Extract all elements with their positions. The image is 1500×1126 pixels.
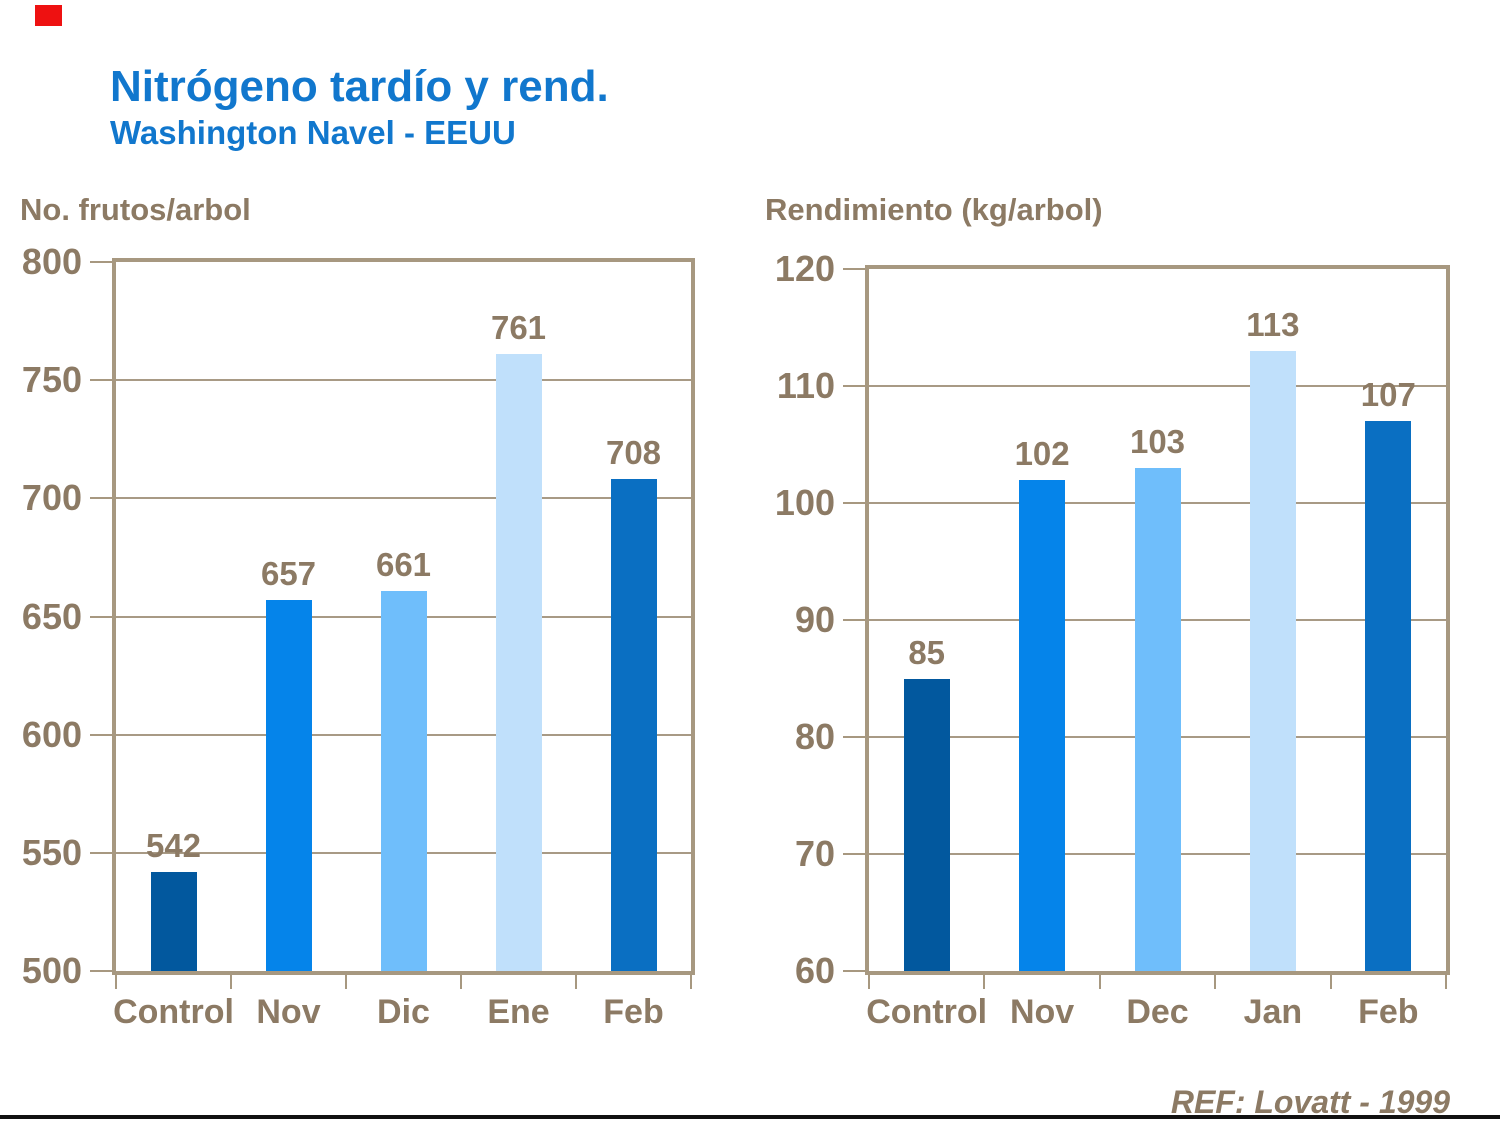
x-axis-label: Control [113, 993, 234, 1031]
y-axis-tick [90, 261, 114, 263]
gridline [869, 385, 1446, 387]
x-axis-tick [1098, 971, 1101, 989]
x-axis-tick [575, 971, 577, 989]
gridline [116, 497, 691, 500]
right-chart-axis-title: Rendimiento (kg/arbol) [765, 192, 1103, 227]
y-axis-label: 750 [21, 359, 82, 401]
bar [1134, 467, 1181, 971]
y-axis-tick [90, 733, 114, 736]
x-axis-tick [1329, 971, 1332, 989]
gridline [116, 379, 691, 382]
bar-value-label: 761 [490, 309, 547, 347]
y-axis-label: 80 [794, 716, 835, 757]
x-axis-tick [983, 971, 986, 989]
bar [1249, 350, 1296, 971]
y-axis-tick [843, 619, 867, 621]
y-axis-tick [843, 970, 867, 972]
y-axis-label: 110 [776, 365, 835, 406]
bar-value-label: 542 [145, 826, 202, 864]
bar [495, 354, 542, 971]
slide-subtitle: Washington Navel - EEUU [110, 114, 516, 151]
y-axis-label: 70 [794, 833, 835, 874]
y-axis-tick [90, 970, 114, 972]
y-axis-tick [90, 497, 114, 500]
fruit-count-plot-area: 500 550 600 650 700 750 800 542 Control 657 Nov 661… [22, 244, 695, 1029]
y-axis-tick [843, 268, 867, 270]
y-axis-label: 550 [21, 831, 82, 873]
bar [265, 599, 312, 971]
y-axis-tick [90, 851, 114, 854]
x-axis-label: Dec [1126, 993, 1189, 1031]
yield-plot-area: 60 70 80 90 100 110 120 85 Control 102 Nov 103 Dec 11… [775, 251, 1450, 1029]
x-axis-tick [345, 971, 347, 989]
bar [610, 479, 657, 971]
y-axis-tick [843, 502, 867, 504]
bar-value-label: 85 [908, 633, 946, 671]
bar-value-label: 657 [260, 554, 317, 592]
y-axis-label: 120 [774, 248, 835, 289]
y-axis-tick [843, 736, 867, 738]
x-axis-tick [230, 971, 232, 989]
y-axis-tick [90, 379, 114, 382]
red-accent-square [35, 5, 62, 26]
bar-value-label: 103 [1129, 422, 1186, 460]
x-axis-label: Control [866, 993, 988, 1031]
x-axis-label: Nov [1009, 993, 1075, 1031]
bar [903, 678, 950, 971]
y-axis-label: 90 [794, 599, 835, 640]
bottom-border-line [0, 1115, 1500, 1119]
x-axis-tick [1445, 971, 1447, 989]
bar [380, 590, 427, 971]
y-axis-label: 500 [21, 950, 82, 991]
bar-value-label: 102 [1014, 434, 1070, 472]
x-axis-label: Dic [377, 993, 430, 1031]
slide-title: Nitrógeno tardío y rend. [110, 62, 609, 111]
y-axis-tick [843, 853, 867, 855]
y-axis-tick [843, 385, 867, 387]
y-axis-label: 60 [794, 950, 835, 991]
x-axis-label: Ene [487, 993, 550, 1031]
reference-citation: REF: Lovatt - 1999 [1170, 1084, 1450, 1120]
bar-value-label: 708 [605, 434, 662, 472]
bar-value-label: 661 [375, 545, 432, 583]
x-axis-tick [115, 971, 117, 989]
bar [150, 871, 197, 971]
bar [1365, 421, 1412, 971]
x-axis-tick [868, 971, 870, 989]
bar [1019, 479, 1066, 971]
y-axis-label: 600 [21, 713, 82, 755]
bar-value-label: 107 [1360, 376, 1416, 414]
x-axis-label: Nov [256, 993, 321, 1031]
y-axis-label: 650 [21, 595, 82, 637]
y-axis-label: 100 [774, 482, 835, 523]
y-axis-tick [90, 615, 114, 618]
x-axis-label: Feb [1358, 993, 1419, 1031]
x-axis-tick [690, 971, 692, 989]
bar-value-label: 113 [1246, 305, 1300, 343]
y-axis-label: 700 [21, 477, 82, 519]
left-chart-axis-title: No. frutos/arbol [20, 192, 251, 227]
x-axis-label: Feb [603, 993, 664, 1031]
x-axis-tick [460, 971, 462, 989]
x-axis-tick [1214, 971, 1217, 989]
x-axis-label: Jan [1243, 993, 1303, 1031]
y-axis-label: 800 [21, 241, 82, 282]
